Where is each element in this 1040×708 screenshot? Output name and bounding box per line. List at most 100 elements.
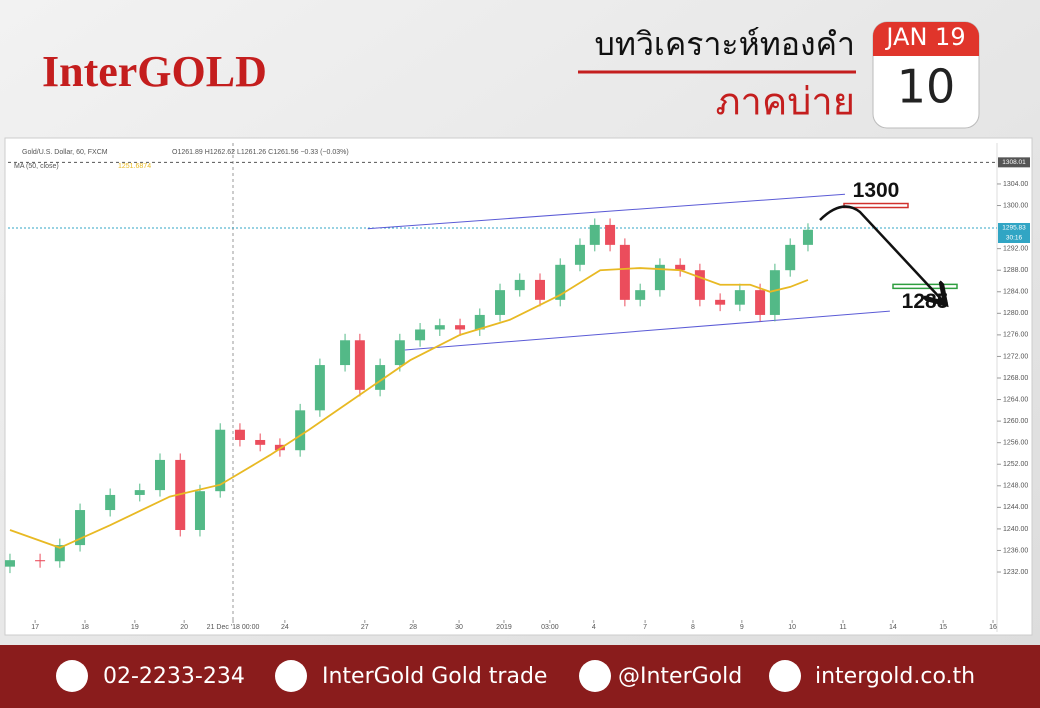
candle-body	[415, 329, 426, 341]
x-tick-label: 11	[839, 624, 846, 631]
y-tick-label: 1284.00	[1003, 289, 1028, 296]
y-tick-label: 1280.00	[1003, 310, 1028, 317]
x-tick-label: 7	[643, 624, 647, 631]
x-tick-label: 20	[180, 624, 188, 631]
candle-body	[75, 510, 86, 546]
website: intergold.co.th	[815, 664, 975, 689]
web-icon	[769, 660, 801, 692]
candle-body	[785, 244, 796, 271]
y-tick-label: 1304.00	[1003, 181, 1028, 188]
y-tick-label: 1276.00	[1003, 332, 1028, 339]
x-tick-label: 17	[31, 624, 39, 631]
candle-body	[635, 290, 646, 300]
candle-body	[215, 429, 226, 492]
candle-body	[375, 365, 386, 390]
candle-body	[354, 340, 365, 390]
candle-body	[514, 279, 525, 291]
y-tick-label: 1264.00	[1003, 396, 1028, 403]
y-tick-label: 1248.00	[1003, 483, 1028, 490]
line: @InterGold	[618, 664, 742, 689]
current-price-box	[998, 222, 1030, 233]
candle-body	[495, 290, 506, 315]
ma-name: MA (50, close)	[14, 163, 59, 170]
target-label: 1300	[853, 179, 900, 202]
y-tick-label: 1240.00	[1003, 526, 1028, 533]
candle-body	[694, 270, 705, 300]
candle-body	[134, 490, 145, 495]
candle-body	[534, 279, 545, 300]
candle-body	[474, 314, 485, 330]
candle-body	[675, 264, 686, 271]
candle-body	[295, 410, 306, 451]
chart-title: Gold/U.S. Dollar, 60, FXCM	[22, 149, 108, 156]
candle-body	[755, 290, 766, 315]
facebook: InterGold Gold trade	[322, 664, 547, 689]
x-tick-label: 19	[131, 624, 139, 631]
calendar-top	[873, 22, 979, 56]
y-tick-label: 1232.00	[1003, 569, 1028, 576]
candle-body	[234, 429, 245, 440]
x-tick-label: 16	[989, 624, 997, 631]
candle-body	[769, 270, 780, 315]
x-tick-label: 30	[455, 624, 463, 631]
candle-body	[555, 264, 566, 300]
candle-body	[734, 290, 745, 305]
calendar: JAN 19 10	[872, 21, 980, 129]
x-tick-label: 14	[889, 624, 897, 631]
candle-body	[605, 224, 616, 245]
candle-body	[340, 340, 351, 366]
top-price-label: 1308.01	[1002, 159, 1026, 166]
y-tick-label: 1252.00	[1003, 461, 1028, 468]
top-price-box	[998, 157, 1030, 168]
candle-body	[194, 491, 205, 530]
x-tick-label: 8	[691, 624, 695, 631]
x-tick-label: 4	[592, 624, 596, 631]
candle-body	[54, 545, 65, 562]
candle-body	[255, 439, 266, 445]
countdown: 30:16	[1006, 235, 1023, 242]
forecast-arrow	[819, 205, 942, 300]
phone: 02-2233-234	[103, 664, 245, 689]
x-tick-label: 28	[409, 624, 417, 631]
x-tick-label: 15	[939, 624, 947, 631]
candle-body	[619, 244, 630, 300]
y-tick-label: 1288.00	[1003, 267, 1028, 274]
calendar-day: 10	[897, 60, 956, 114]
current-price-label: 1295.83	[1002, 225, 1026, 232]
candle-body	[802, 229, 813, 245]
ma-line	[9, 267, 809, 549]
candle-body	[574, 244, 585, 265]
subtitle: ภาคบ่าย	[715, 80, 855, 124]
x-tick-label: 21 Dec '18 00:00	[207, 624, 260, 631]
x-tick-label: 24	[281, 624, 289, 631]
trendline	[367, 193, 846, 230]
y-tick-label: 1292.00	[1003, 245, 1028, 252]
x-tick-label: 18	[81, 624, 89, 631]
target-marker	[892, 283, 958, 290]
y-tick-label: 1300.00	[1003, 202, 1028, 209]
candle-body	[314, 365, 325, 411]
candle-body	[274, 444, 285, 451]
candle-body	[394, 340, 405, 366]
y-tick-label: 1260.00	[1003, 418, 1028, 425]
ma-last: 1251.6874	[118, 163, 151, 170]
x-tick-label: 10	[788, 624, 796, 631]
candle-body	[715, 299, 726, 305]
chart-panel	[4, 137, 1033, 636]
x-tick-label: 27	[361, 624, 369, 631]
candle-body	[589, 224, 600, 245]
x-tick-label: 2019	[496, 624, 512, 631]
y-tick-label: 1256.00	[1003, 440, 1028, 447]
candle-body	[654, 264, 665, 291]
candle-body	[434, 325, 445, 330]
x-tick-label: 03:00	[541, 624, 559, 631]
y-tick-label: 1272.00	[1003, 353, 1028, 360]
plot: 1232.00 1236.00 1240.00 1244.00 1248.00 1252.…	[4, 157, 1030, 631]
line-icon	[579, 660, 611, 692]
target-label: 1285	[902, 290, 949, 313]
y-tick-label: 1236.00	[1003, 547, 1028, 554]
phone-icon	[56, 660, 88, 692]
footer	[0, 645, 1040, 708]
brand: InterGOLD	[42, 47, 267, 96]
